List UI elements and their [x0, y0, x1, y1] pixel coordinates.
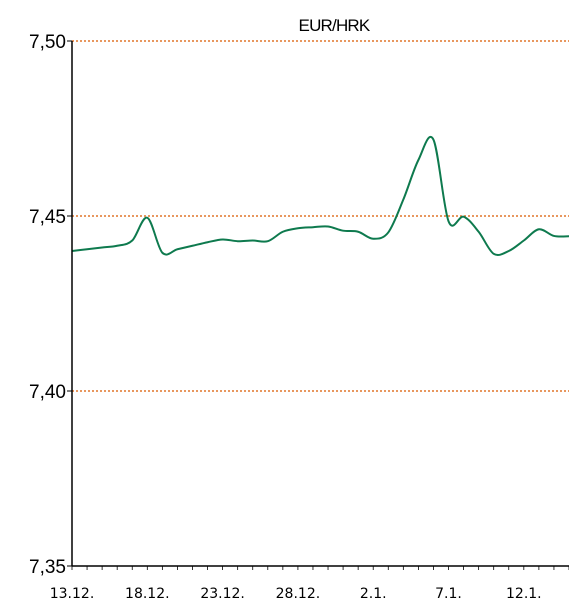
x-tick-label: 2.1.	[360, 586, 387, 602]
y-tick-label: 7,45	[29, 207, 66, 228]
gridlines	[72, 40, 569, 392]
y-axis-ticks: 7,35 7,40 7,45 7,50	[29, 32, 72, 578]
x-tick-label: 23.12.	[200, 586, 245, 602]
y-tick-label: 7,35	[29, 557, 66, 578]
chart-title: EUR/HRK	[299, 16, 371, 35]
x-tick-label: 13.12.	[50, 586, 95, 602]
x-tick-label: 18.12.	[125, 586, 170, 602]
x-tick-label: 12.1.	[506, 586, 542, 602]
x-axis-ticks: 13.12. 18.12. 23.12. 28.12. 2.1. 7.1. 12.1.	[50, 566, 569, 602]
series-line	[71, 136, 569, 257]
x-tick-label: 28.12.	[276, 586, 321, 602]
x-tick-label: 7.1.	[435, 586, 462, 602]
y-tick-label: 7,40	[29, 382, 66, 403]
y-tick-label: 7,50	[29, 32, 66, 53]
